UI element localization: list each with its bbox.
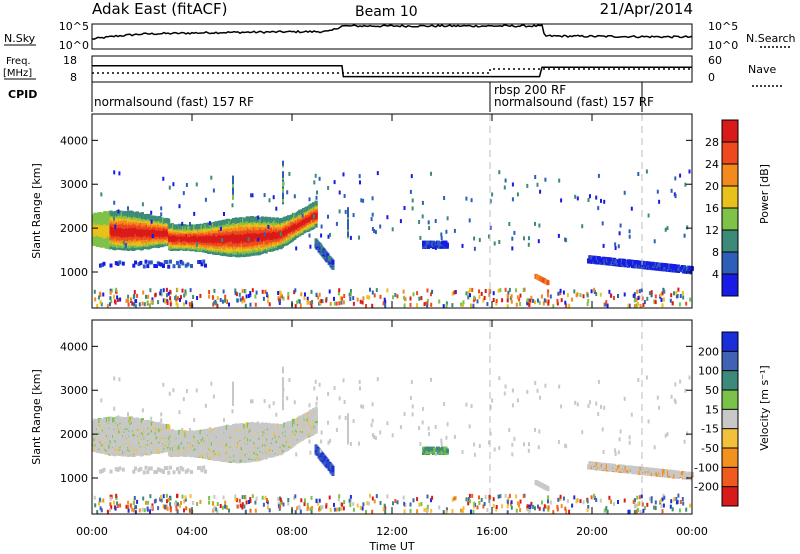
x-tick-1: 04:00 bbox=[176, 525, 208, 538]
velocity-colorbar-swatch-4 bbox=[722, 409, 738, 430]
radar-title: Adak East (fitACF) bbox=[92, 0, 227, 18]
velocity-ytick-1: 2000 bbox=[60, 428, 88, 441]
cpid-text-2: rbsp 200 RF bbox=[494, 83, 566, 97]
x-axis-label: Time UT bbox=[368, 540, 414, 553]
velocity-ytick-0: 1000 bbox=[60, 472, 88, 485]
power-colorbar-swatch-6 bbox=[722, 142, 738, 165]
velocity-ytick-3: 4000 bbox=[60, 340, 88, 353]
nave-line bbox=[92, 68, 692, 74]
nsky-label: N.Sky bbox=[4, 32, 36, 45]
velocity-colorbar-tick-2: 50 bbox=[705, 384, 719, 397]
freq-tick-high: 18 bbox=[63, 54, 77, 67]
cpid-label: CPID bbox=[8, 88, 37, 101]
power-colorbar-tick-6: 28 bbox=[705, 136, 719, 149]
x-tick-4: 16:00 bbox=[476, 525, 508, 538]
power-colorbar-swatch-1 bbox=[722, 252, 738, 275]
power-panel: 1000 2000 3000 4000 Slant Range [km] bbox=[30, 113, 694, 309]
power-data-layer bbox=[92, 160, 694, 309]
velocity-colorbar-tick-7: -200 bbox=[694, 481, 719, 494]
velocity-colorbar-tick-1: 100 bbox=[698, 365, 719, 378]
x-tick-3: 12:00 bbox=[376, 525, 408, 538]
freq-line bbox=[92, 65, 692, 78]
power-colorbar-label: Power [dB] bbox=[758, 164, 771, 224]
nave-label: Nave bbox=[748, 63, 776, 76]
x-tick-2: 08:00 bbox=[276, 525, 308, 538]
freq-label: Freq. bbox=[6, 56, 31, 67]
power-colorbar-swatch-4 bbox=[722, 186, 738, 209]
velocity-colorbar-swatch-8 bbox=[722, 486, 738, 507]
velocity-colorbar-tick-0: 200 bbox=[698, 345, 719, 358]
freq-tick-low: 8 bbox=[70, 71, 77, 84]
date-title: 21/Apr/2014 bbox=[600, 0, 693, 18]
velocity-colorbar-label: Velocity [m s⁻¹] bbox=[758, 365, 771, 450]
cpid-text-1: normalsound (fast) 157 RF bbox=[94, 95, 254, 109]
nsearch-label: N.Search bbox=[746, 32, 796, 45]
velocity-colorbar-tick-3: 15 bbox=[705, 403, 719, 416]
velocity-colorbar-tick-6: -100 bbox=[694, 461, 719, 474]
nsky-tick-low: 10^0 bbox=[59, 39, 89, 52]
velocity-colorbar-tick-5: -50 bbox=[701, 442, 719, 455]
x-tick-6: 00:00 bbox=[676, 525, 708, 538]
power-colorbar-swatch-7 bbox=[722, 120, 738, 143]
velocity-panel: 1000 2000 3000 4000 Slant Range [km] bbox=[30, 319, 694, 515]
power-colorbar-tick-5: 24 bbox=[705, 158, 719, 171]
power-colorbar-swatch-3 bbox=[722, 208, 738, 231]
power-ytick-3: 4000 bbox=[60, 134, 88, 147]
x-axis: 00:00 04:00 08:00 12:00 16:00 20:00 00:00 bbox=[76, 114, 708, 538]
power-colorbar-tick-3: 16 bbox=[705, 202, 719, 215]
cpid-text-3: normalsound (fast) 157 RF bbox=[494, 95, 654, 109]
velocity-colorbar-tick-4: -15 bbox=[701, 423, 719, 436]
power-colorbar: 4 8 12 16 20 24 28 bbox=[705, 119, 739, 297]
power-ytick-1: 2000 bbox=[60, 222, 88, 235]
velocity-colorbar: 200 100 50 15 -15 -50 -100 -200 bbox=[694, 331, 739, 507]
velocity-colorbar-swatch-6 bbox=[722, 448, 738, 468]
velocity-colorbar-swatch-7 bbox=[722, 467, 738, 488]
power-ylabel: Slant Range [km] bbox=[30, 163, 43, 259]
velocity-data-layer bbox=[92, 366, 694, 515]
nsky-strip: N.Sky 10^5 10^0 10^5 10^0 N.Search bbox=[4, 20, 796, 52]
velocity-colorbar-swatch-1 bbox=[722, 351, 738, 372]
power-colorbar-swatch-0 bbox=[722, 274, 738, 297]
velocity-ylabel: Slant Range [km] bbox=[30, 369, 43, 465]
power-colorbar-swatch-5 bbox=[722, 164, 738, 187]
nsky-tick-high: 10^5 bbox=[59, 20, 89, 33]
velocity-colorbar-swatch-2 bbox=[722, 370, 738, 391]
nsky-line bbox=[91, 24, 693, 40]
power-colorbar-tick-0: 4 bbox=[712, 268, 719, 281]
nave-tick-high: 60 bbox=[708, 54, 722, 67]
freq-unit: [MHz] bbox=[3, 68, 32, 79]
power-ytick-2: 3000 bbox=[60, 178, 88, 191]
power-colorbar-tick-2: 12 bbox=[705, 224, 719, 237]
velocity-colorbar-swatch-3 bbox=[722, 390, 738, 410]
power-colorbar-tick-4: 20 bbox=[705, 180, 719, 193]
velocity-colorbar-swatch-5 bbox=[722, 428, 738, 449]
power-ytick-0: 1000 bbox=[60, 266, 88, 279]
nave-tick-low: 0 bbox=[708, 71, 715, 84]
x-tick-5: 20:00 bbox=[576, 525, 608, 538]
nsearch-tick-low: 10^0 bbox=[708, 39, 738, 52]
cpid-strip: CPID normalsound (fast) 157 RF rbsp 200 … bbox=[8, 82, 654, 112]
freq-strip: Freq. [MHz] 18 8 60 0 Nave bbox=[3, 54, 782, 87]
velocity-ytick-2: 3000 bbox=[60, 384, 88, 397]
beam-title: Beam 10 bbox=[355, 4, 418, 20]
velocity-colorbar-swatch-0 bbox=[722, 332, 738, 352]
power-colorbar-swatch-2 bbox=[722, 230, 738, 253]
nsearch-tick-high: 10^5 bbox=[708, 20, 738, 33]
power-colorbar-tick-1: 8 bbox=[712, 246, 719, 259]
x-tick-0: 00:00 bbox=[76, 525, 108, 538]
